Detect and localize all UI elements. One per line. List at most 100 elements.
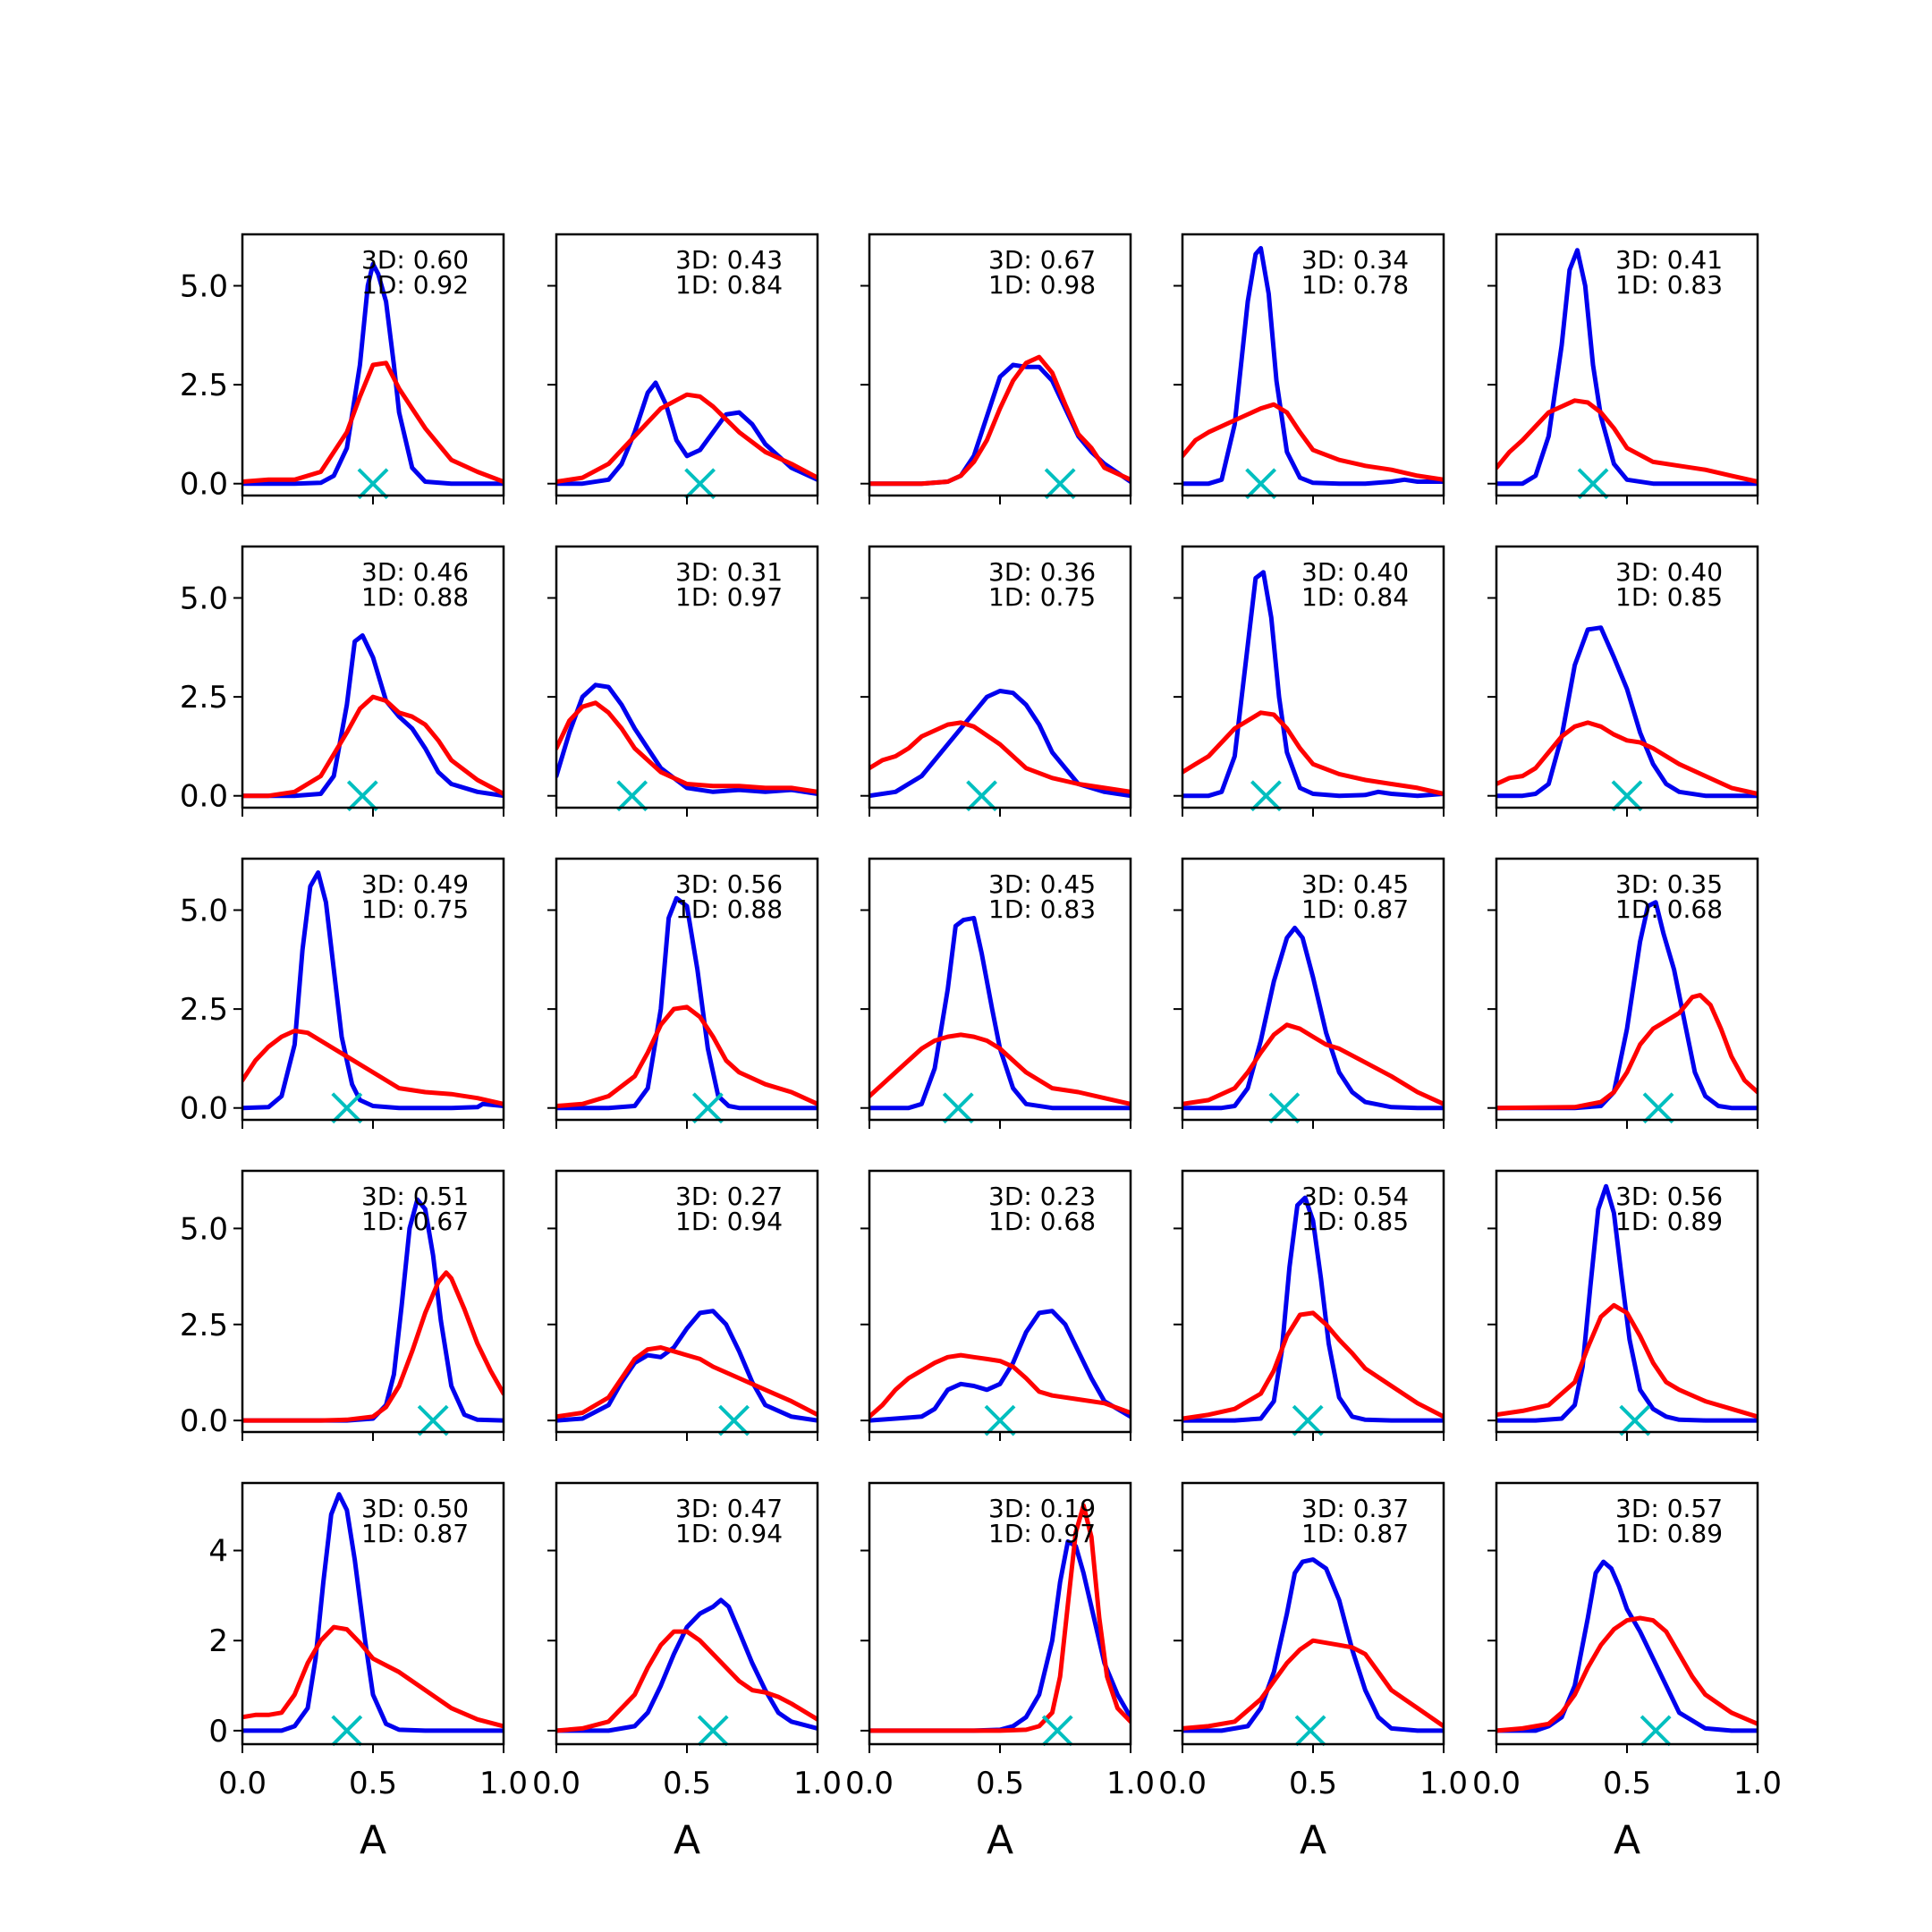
annotation-3d: 3D: 0.60: [361, 245, 469, 275]
series-3d-line: [242, 870, 504, 1111]
series-1d-line: [869, 1503, 1131, 1733]
annotation-3d: 3D: 0.27: [675, 1182, 783, 1211]
x-tick-label: 0.0: [845, 1766, 894, 1801]
x-tick-label: 1.0: [1106, 1766, 1155, 1801]
series-1d-line: [869, 1352, 1131, 1419]
series-1d-line: [556, 1345, 818, 1419]
marker-stroke: [1642, 1092, 1674, 1124]
annotation-3d: 3D: 0.57: [1615, 1494, 1723, 1523]
annotation-3d: 3D: 0.50: [361, 1494, 469, 1523]
true-value-marker: [1640, 1715, 1672, 1747]
annotation-1d: 1D: 0.78: [1301, 270, 1409, 300]
series-1d-line: [242, 360, 504, 484]
annotation-1d: 1D: 0.68: [988, 1207, 1096, 1236]
annotation-3d: 3D: 0.41: [1615, 245, 1723, 275]
true-value-marker: [684, 468, 716, 500]
annotation-3d: 3D: 0.43: [675, 245, 783, 275]
annotation-1d: 1D: 0.83: [988, 894, 1096, 924]
marker-stroke: [1294, 1715, 1326, 1747]
marker-stroke: [331, 1715, 363, 1747]
annotation-3d: 3D: 0.23: [988, 1182, 1096, 1211]
x-tick-label: 1.0: [479, 1766, 528, 1801]
x-tick-label: 1.0: [1419, 1766, 1468, 1801]
series-1d-line: [242, 1624, 504, 1729]
true-value-marker: [984, 1404, 1016, 1436]
true-value-marker: [1611, 780, 1643, 812]
annotation-3d: 3D: 0.46: [361, 557, 469, 587]
x-axis-label: A: [1300, 1818, 1326, 1863]
series-1d-line: [1182, 402, 1444, 482]
series-3d-line: [1496, 1559, 1758, 1733]
annotation-1d: 1D: 0.87: [1301, 894, 1409, 924]
series-1d-line: [242, 1270, 504, 1423]
marker-stroke: [691, 1092, 724, 1124]
y-tick-label: 2.5: [180, 368, 228, 403]
x-tick-label: 0.5: [1603, 1766, 1651, 1801]
annotation-1d: 1D: 0.94: [675, 1519, 783, 1548]
x-tick-label: 0.5: [1289, 1766, 1337, 1801]
x-tick-label: 0.0: [1472, 1766, 1521, 1801]
annotation-3d: 3D: 0.19: [988, 1494, 1096, 1523]
series-1d-line: [1496, 1615, 1758, 1733]
series-3d-line: [556, 1309, 818, 1423]
annotation-1d: 1D: 0.97: [988, 1519, 1096, 1548]
annotation-1d: 1D: 0.83: [1615, 270, 1723, 300]
x-tick-label: 1.0: [793, 1766, 842, 1801]
series-3d-line: [556, 682, 818, 796]
true-value-marker: [1619, 1404, 1651, 1436]
annotation-1d: 1D: 0.75: [988, 582, 1096, 612]
x-axis-label: A: [674, 1818, 700, 1863]
x-axis-label: A: [360, 1818, 386, 1863]
series-1d-line: [1182, 1310, 1444, 1421]
annotation-3d: 3D: 0.45: [1301, 869, 1409, 899]
marker-stroke: [1268, 1092, 1301, 1124]
annotation-3d: 3D: 0.31: [675, 557, 783, 587]
y-tick-label: 4: [208, 1534, 228, 1570]
series-3d-line: [242, 261, 504, 487]
series-3d-line: [869, 362, 1131, 487]
y-tick-label: 5.0: [180, 1211, 228, 1247]
annotation-1d: 1D: 0.68: [1615, 894, 1723, 924]
x-tick-label: 0.0: [532, 1766, 580, 1801]
series-1d-line: [1496, 1302, 1758, 1419]
x-axis-label: A: [1614, 1818, 1640, 1863]
annotation-1d: 1D: 0.85: [1301, 1207, 1409, 1236]
series-1d-line: [556, 700, 818, 794]
true-value-marker: [1250, 780, 1282, 812]
true-value-marker: [691, 1092, 724, 1124]
marker-stroke: [331, 1092, 363, 1124]
annotation-1d: 1D: 0.84: [675, 270, 783, 300]
series-3d-line: [1496, 625, 1758, 799]
y-tick-label: 0.0: [180, 779, 228, 815]
y-tick-label: 5.0: [180, 894, 228, 929]
y-tick-label: 0: [208, 1714, 228, 1750]
annotation-3d: 3D: 0.56: [1615, 1182, 1723, 1211]
series-3d-line: [869, 915, 1131, 1111]
series-3d-line: [1182, 1195, 1444, 1423]
marker-stroke: [1640, 1715, 1672, 1747]
annotation-1d: 1D: 0.98: [988, 270, 1096, 300]
y-tick-label: 0.0: [180, 1091, 228, 1127]
annotation-1d: 1D: 0.92: [361, 270, 469, 300]
marker-stroke: [1041, 1715, 1073, 1747]
marker-stroke: [1577, 468, 1609, 500]
true-value-marker: [942, 1092, 974, 1124]
annotation-3d: 3D: 0.40: [1301, 557, 1409, 587]
true-value-marker: [966, 780, 997, 812]
series-1d-line: [242, 694, 504, 799]
true-value-marker: [1044, 468, 1076, 500]
marker-stroke: [1292, 1404, 1324, 1436]
marker-stroke: [984, 1404, 1016, 1436]
